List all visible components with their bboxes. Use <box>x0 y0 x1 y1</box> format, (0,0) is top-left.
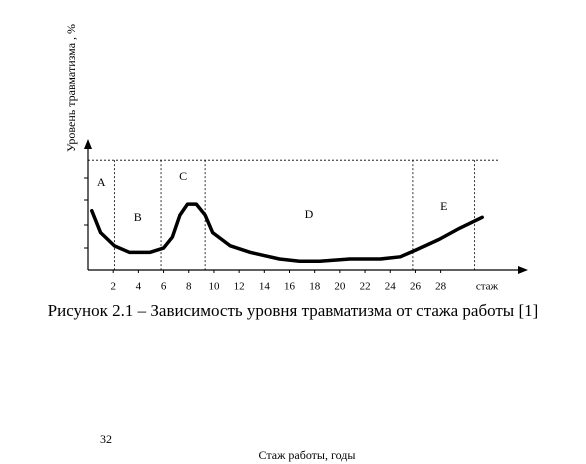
x-tick-label: 18 <box>309 281 321 293</box>
y-axis-label: Уровень травматизма , % <box>64 24 78 152</box>
x-tick-label: 14 <box>259 281 271 293</box>
y-axis-ticks <box>84 177 88 249</box>
caption: Рисунок 2.1 – Зависимость уровня травмат… <box>48 301 539 320</box>
x-tick-label: 12 <box>234 281 245 293</box>
x-tick-label: 22 <box>360 281 371 293</box>
x-tick-label: 24 <box>385 281 397 293</box>
zone-label: C <box>179 169 187 183</box>
x-tick-label: 26 <box>410 281 422 293</box>
zone-label: B <box>134 210 142 224</box>
x-tick-label: 16 <box>284 281 296 293</box>
page-number: 32 <box>100 432 112 446</box>
x-tick-label: 4 <box>136 281 142 293</box>
x-tick-label: 6 <box>161 281 167 293</box>
x-axis-label: стаж <box>476 281 499 293</box>
x-tick-label: 20 <box>334 281 346 293</box>
footer-label: Стаж работы, годы <box>259 448 356 462</box>
x-tick-label: 10 <box>208 281 220 293</box>
curve <box>90 202 484 263</box>
x-arrow <box>518 266 528 274</box>
zone-label: A <box>97 175 106 189</box>
zone-label: D <box>305 207 314 221</box>
zone-label: E <box>440 199 447 213</box>
x-tick-label: 28 <box>435 281 447 293</box>
x-tick-label: 2 <box>110 281 116 293</box>
y-arrow <box>84 139 92 149</box>
x-tick-label: 8 <box>186 281 192 293</box>
